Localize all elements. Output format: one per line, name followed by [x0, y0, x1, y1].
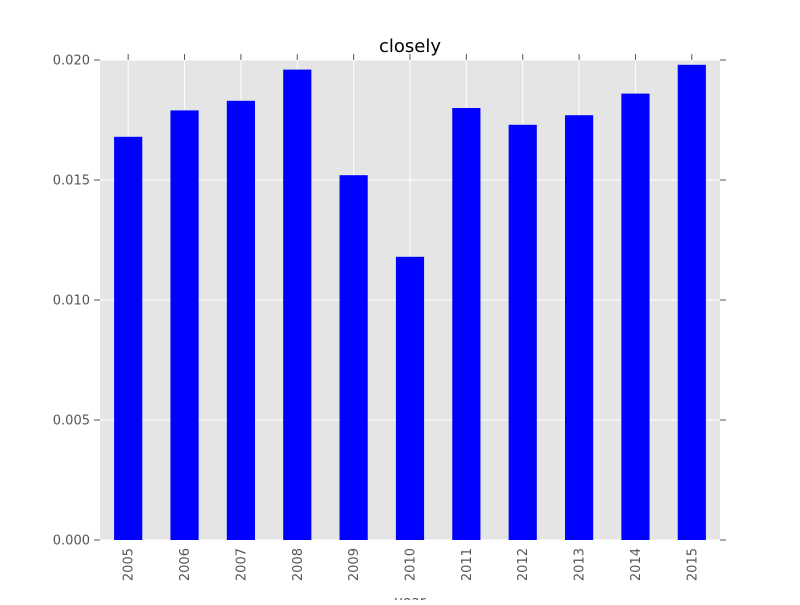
- y-tick-label: 0.005: [53, 414, 90, 429]
- x-tick-label: 2011: [460, 548, 475, 581]
- y-tick-label: 0.020: [53, 54, 90, 69]
- bar-2011: [452, 108, 481, 540]
- bar-2008: [283, 69, 312, 540]
- x-tick-label: 2015: [685, 548, 700, 581]
- x-tick-labels: 2005 2006 2007 2008 2009 2010 2011 2012 2013 2014…: [122, 548, 701, 581]
- bar-2010: [395, 256, 425, 540]
- x-tick-label: 2010: [404, 548, 419, 581]
- bars: [114, 64, 706, 541]
- bar-2009: [339, 175, 368, 540]
- bar-2013: [565, 115, 594, 540]
- x-tick-label: 2009: [347, 548, 362, 581]
- y-tick-label: 0.000: [53, 534, 90, 549]
- bar-2007: [226, 100, 255, 541]
- bar-2015: [677, 64, 706, 541]
- x-axis-label: year: [394, 594, 425, 600]
- y-tick-label: 0.010: [53, 294, 90, 309]
- x-tick-label: 2014: [629, 548, 644, 581]
- x-tick-label: 2005: [122, 548, 137, 581]
- bar-2006: [170, 110, 199, 541]
- axis-ticks: [94, 54, 726, 541]
- x-tick-label: 2013: [573, 548, 588, 581]
- bar-2005: [114, 136, 143, 541]
- x-tick-label: 2006: [178, 548, 193, 581]
- y-tick-label: 0.015: [53, 174, 90, 189]
- x-tick-label: 2008: [291, 548, 306, 581]
- bar-2012: [508, 124, 537, 541]
- y-tick-labels: 0.000 0.005 0.010 0.015 0.020: [53, 54, 90, 549]
- x-tick-label: 2007: [234, 548, 249, 581]
- x-tick-label: 2012: [516, 548, 531, 581]
- bar-2014: [621, 93, 650, 540]
- chart-title: closely: [379, 36, 441, 57]
